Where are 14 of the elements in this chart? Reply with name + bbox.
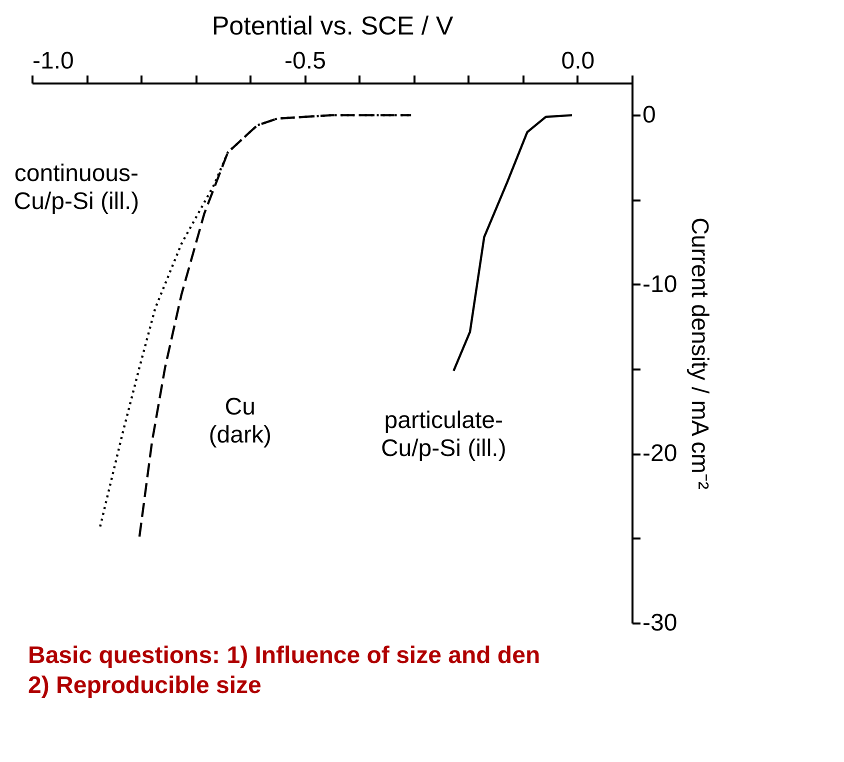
x-axis-title: Potential vs. SCE / V [212, 10, 454, 40]
text: 2) Reproducible size [28, 672, 262, 700]
text: continuous-Cu/p-Si (ill.) [14, 160, 140, 215]
x-tick-label: 0.0 [561, 48, 595, 74]
y-tick-label: -20 [642, 440, 678, 468]
y-axis-title: Current density / mA cm⁻² [686, 217, 714, 490]
text: Basic questions: 1) Influence of size and den [28, 642, 542, 670]
x-tick-label: -0.5 [284, 48, 326, 74]
y-tick-label: 0 [642, 102, 656, 129]
text: particulate-Cu/p-Si (ill.) [380, 406, 506, 462]
y-tick-label: -10 [642, 270, 678, 298]
series-label: Cu (dark) [208, 393, 272, 448]
x-tick-label: -1.0 [32, 48, 74, 74]
y-tick-label: -30 [642, 610, 678, 636]
